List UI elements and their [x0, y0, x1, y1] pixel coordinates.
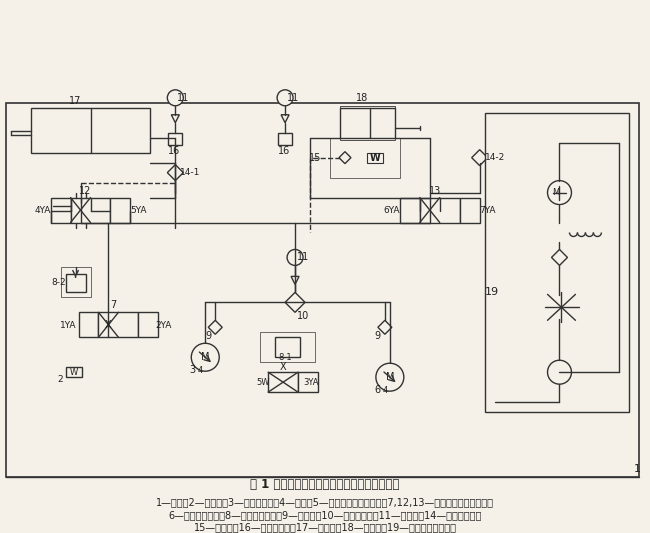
- Circle shape: [191, 343, 219, 371]
- Text: 7YA: 7YA: [480, 206, 496, 215]
- Bar: [260, 332, 315, 362]
- Text: 10: 10: [297, 311, 309, 321]
- Text: M: M: [201, 352, 209, 362]
- Bar: [268, 372, 298, 392]
- Polygon shape: [172, 115, 179, 123]
- Bar: [298, 372, 318, 392]
- Text: 13: 13: [428, 185, 441, 196]
- Bar: [340, 108, 395, 138]
- Text: 9: 9: [205, 332, 211, 341]
- Polygon shape: [281, 115, 289, 123]
- Text: W: W: [70, 368, 77, 377]
- Text: M: M: [552, 188, 559, 197]
- Text: M: M: [385, 372, 394, 382]
- Text: 3: 3: [189, 365, 196, 375]
- Text: 4: 4: [382, 386, 387, 394]
- Text: 15—平衡阀；16—压力传感器；17—水平缸；18—垂直缸；19—独立式冷却过滤器: 15—平衡阀；16—压力传感器；17—水平缸；18—垂直缸；19—独立式冷却过滤…: [194, 522, 456, 532]
- Circle shape: [277, 90, 293, 106]
- Bar: [99, 312, 138, 337]
- Polygon shape: [285, 293, 305, 312]
- Bar: [420, 198, 460, 222]
- Bar: [31, 108, 150, 152]
- Text: W: W: [369, 152, 380, 163]
- Text: 17: 17: [70, 96, 82, 106]
- Bar: [66, 367, 81, 377]
- Text: 19: 19: [485, 287, 499, 297]
- Text: 4: 4: [198, 366, 203, 375]
- Text: 11: 11: [177, 93, 189, 103]
- Bar: [168, 133, 182, 144]
- Polygon shape: [167, 165, 183, 181]
- Bar: [138, 312, 159, 337]
- Circle shape: [167, 90, 183, 106]
- Circle shape: [547, 360, 571, 384]
- Text: 1YA: 1YA: [60, 321, 77, 330]
- Text: 4YA: 4YA: [34, 206, 51, 215]
- Bar: [79, 312, 99, 337]
- Polygon shape: [378, 320, 392, 334]
- Bar: [111, 198, 131, 222]
- Bar: [71, 198, 110, 222]
- Text: 12: 12: [79, 185, 92, 196]
- Text: 7: 7: [111, 300, 116, 310]
- Text: 2: 2: [58, 375, 64, 384]
- Text: 8-2: 8-2: [51, 278, 66, 287]
- Text: X: X: [105, 320, 112, 330]
- Text: 15: 15: [309, 152, 321, 163]
- Text: 5W: 5W: [256, 378, 270, 386]
- Bar: [278, 133, 292, 144]
- Text: 6: 6: [375, 385, 381, 395]
- Bar: [367, 152, 383, 163]
- Text: 9: 9: [375, 332, 381, 341]
- Text: 14-1: 14-1: [180, 168, 200, 177]
- Text: 18: 18: [356, 93, 368, 103]
- Circle shape: [376, 363, 404, 391]
- Polygon shape: [472, 150, 488, 166]
- Text: 图 1 板材成形专用双向油压机液压系统原理图: 图 1 板材成形专用双向油压机液压系统原理图: [250, 479, 400, 491]
- Bar: [6, 103, 640, 477]
- Text: 3YA: 3YA: [304, 378, 318, 386]
- Bar: [460, 198, 480, 222]
- Text: 5YA: 5YA: [130, 206, 147, 215]
- Text: 1—油箱；2—溢流阀；3—恒压变量泵；4—电机；5—二位四通电磁换向阀；7,12,13—三位四通电磁换向阀；: 1—油箱；2—溢流阀；3—恒压变量泵；4—电机；5—二位四通电磁换向阀；7,12…: [156, 497, 494, 507]
- Text: 8-1: 8-1: [278, 353, 292, 362]
- Bar: [275, 337, 300, 357]
- Text: 11: 11: [297, 253, 309, 262]
- Text: 2YA: 2YA: [155, 321, 172, 330]
- Text: 16: 16: [168, 146, 181, 156]
- Bar: [400, 198, 420, 222]
- Text: 14-2: 14-2: [484, 153, 505, 162]
- Text: X: X: [280, 362, 287, 372]
- Bar: [51, 198, 71, 222]
- Bar: [66, 274, 86, 293]
- Bar: [340, 106, 395, 140]
- Bar: [485, 113, 629, 412]
- Text: 1: 1: [634, 464, 641, 474]
- Bar: [60, 268, 90, 297]
- Text: 16: 16: [278, 146, 291, 156]
- Circle shape: [287, 249, 303, 265]
- Polygon shape: [339, 152, 351, 164]
- Polygon shape: [551, 249, 567, 265]
- Circle shape: [547, 181, 571, 205]
- Text: 6—恒功率变量泵；8—先导式溢流阀；9—单向阀；10—高压过滤器；11—压力表；14—液控单向阀；: 6—恒功率变量泵；8—先导式溢流阀；9—单向阀；10—高压过滤器；11—压力表；…: [168, 510, 482, 520]
- Text: 6YA: 6YA: [384, 206, 400, 215]
- Text: 11: 11: [287, 93, 299, 103]
- Polygon shape: [291, 277, 299, 285]
- Polygon shape: [208, 320, 222, 334]
- Bar: [330, 138, 400, 177]
